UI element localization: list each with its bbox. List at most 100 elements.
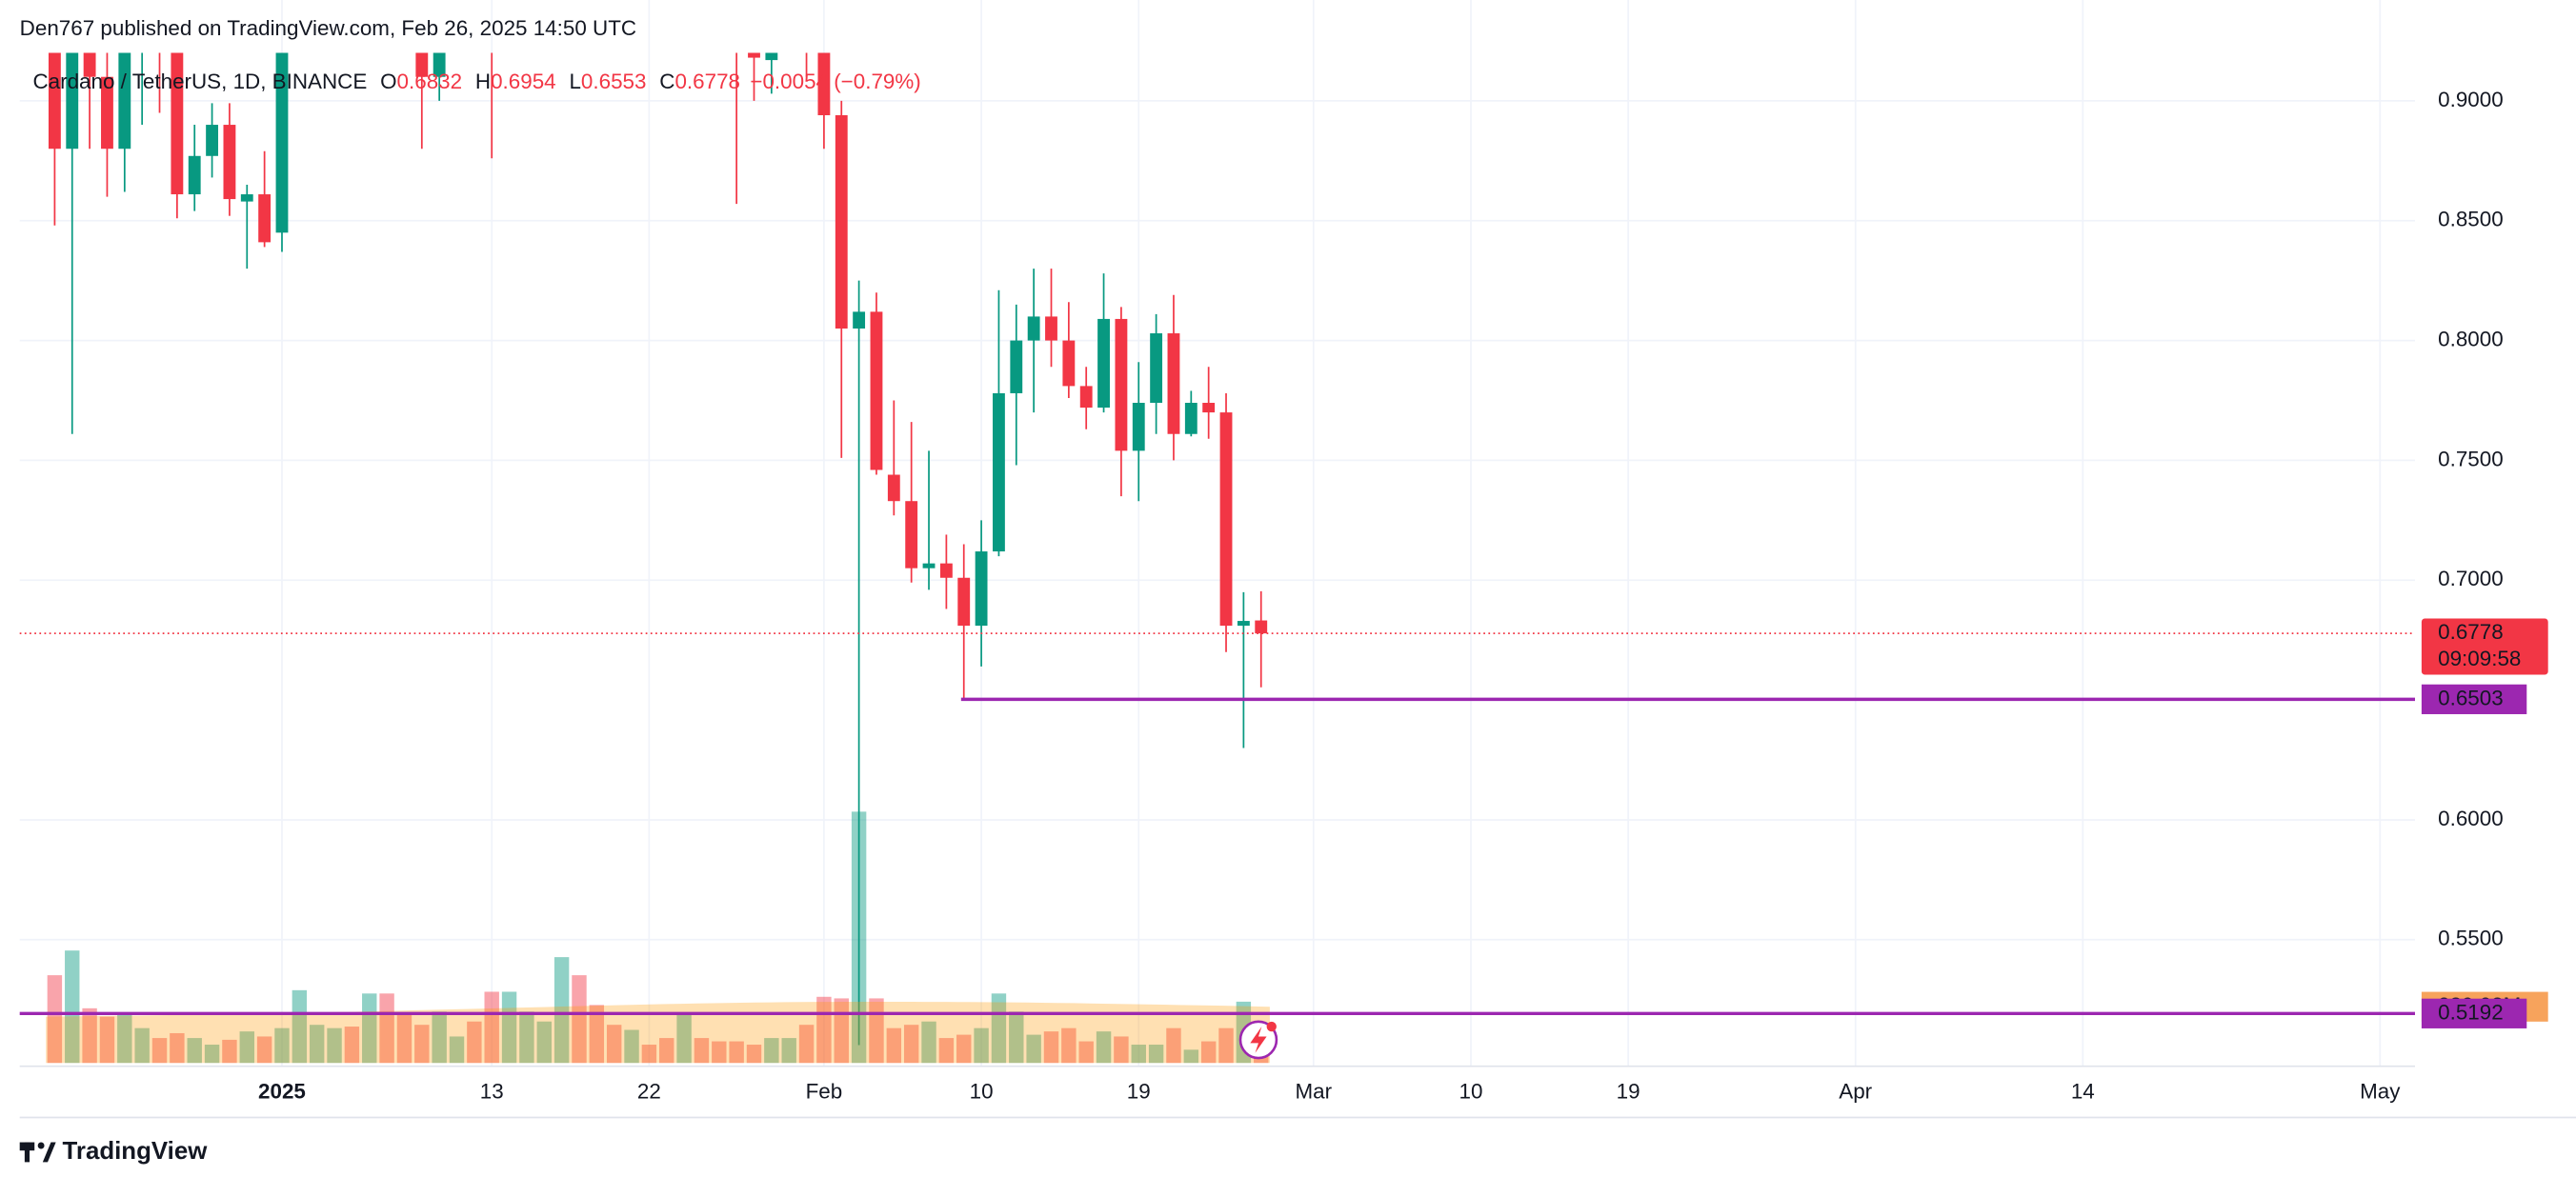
volume-bar bbox=[47, 975, 63, 1064]
volume-bar bbox=[676, 1013, 692, 1064]
volume-bar bbox=[589, 1005, 605, 1064]
candle-body bbox=[817, 52, 831, 115]
volume-bar bbox=[99, 1016, 115, 1064]
candle-body bbox=[240, 194, 253, 202]
y-tick-label: 0.7500 bbox=[2438, 447, 2504, 470]
volume-bar bbox=[414, 1025, 430, 1064]
volume bbox=[46, 811, 1270, 1064]
volume-bar bbox=[624, 1029, 639, 1064]
current-price-label: 0.6778 bbox=[2438, 620, 2504, 644]
o-letter: O bbox=[380, 70, 396, 93]
volume-bar bbox=[712, 1041, 727, 1064]
x-tick-label: 13 bbox=[480, 1079, 504, 1103]
symbol: Cardano / TetherUS, 1D, BINANCE bbox=[32, 70, 367, 93]
c-letter: C bbox=[659, 70, 674, 93]
volume-bar bbox=[1114, 1036, 1129, 1064]
x-tick-label: Feb bbox=[806, 1079, 843, 1103]
volume-bar bbox=[746, 1045, 762, 1064]
y-tick-label: 0.8500 bbox=[2438, 208, 2504, 231]
candle-body bbox=[957, 577, 971, 627]
candle-body bbox=[83, 52, 96, 77]
volume-bar bbox=[519, 1011, 534, 1064]
candle-body bbox=[118, 52, 131, 150]
volume-bar bbox=[764, 1038, 779, 1064]
candle-body bbox=[1097, 318, 1110, 409]
volume-bar bbox=[991, 993, 1007, 1064]
low-value: 0.6553 bbox=[581, 70, 647, 93]
volume-bar bbox=[484, 991, 499, 1064]
volume-bar bbox=[1148, 1045, 1164, 1064]
volume-bar bbox=[781, 1038, 796, 1064]
volume-bar bbox=[641, 1045, 657, 1064]
hline-label: 0.6503 bbox=[2438, 686, 2504, 709]
x-tick-label: 2025 bbox=[258, 1079, 306, 1103]
candle-body bbox=[1184, 403, 1197, 434]
candle-body bbox=[993, 392, 1005, 552]
candle-body bbox=[48, 52, 61, 150]
volume-bar bbox=[553, 957, 570, 1064]
volume-bar bbox=[1131, 1045, 1146, 1064]
candle-body bbox=[1167, 333, 1180, 434]
candle-body bbox=[975, 551, 988, 627]
volume-bar bbox=[956, 1034, 972, 1064]
volume-bar bbox=[1166, 1027, 1181, 1064]
current-price-label-bg bbox=[2421, 618, 2548, 675]
volume-bar bbox=[239, 1031, 254, 1064]
volume-bar bbox=[903, 1025, 919, 1064]
candle-body bbox=[1010, 340, 1023, 393]
candle-body bbox=[1150, 333, 1163, 404]
logo: TradingView bbox=[19, 1138, 209, 1165]
candle-body bbox=[1115, 318, 1128, 451]
volume-bar bbox=[501, 991, 517, 1064]
candle-body bbox=[1045, 316, 1057, 341]
open-value: 0.6832 bbox=[397, 70, 463, 93]
volume-bar bbox=[921, 1021, 936, 1064]
volume-bar bbox=[292, 989, 308, 1064]
hline-label-bg bbox=[2421, 998, 2527, 1028]
candle-body bbox=[765, 52, 778, 61]
volume-bar bbox=[82, 1007, 97, 1064]
candle-body bbox=[101, 76, 113, 150]
candle-body bbox=[1079, 386, 1093, 409]
candle-body bbox=[853, 311, 866, 329]
candle-body bbox=[1062, 340, 1076, 387]
close-value: 0.6778 bbox=[674, 70, 740, 93]
y-tick-label: 0.9000 bbox=[2438, 88, 2504, 111]
candle-body bbox=[275, 52, 289, 233]
volume-bar bbox=[274, 1027, 290, 1064]
volume-bar bbox=[572, 975, 587, 1064]
volume-bar bbox=[187, 1038, 202, 1064]
volume-bar bbox=[379, 993, 394, 1064]
volume-bar bbox=[659, 1038, 674, 1064]
volume-bar bbox=[606, 1025, 622, 1064]
volume-bar bbox=[1043, 1031, 1059, 1064]
volume-bar bbox=[117, 1013, 132, 1064]
volume-bar bbox=[1009, 1011, 1024, 1064]
candle-body bbox=[66, 52, 79, 150]
volume-bar bbox=[134, 1027, 150, 1064]
logo-text: TradingView bbox=[63, 1138, 209, 1165]
volume-bar bbox=[729, 1041, 744, 1064]
volume-bar bbox=[467, 1021, 482, 1064]
hline-label-bg bbox=[2421, 684, 2527, 714]
volume-bar bbox=[151, 1038, 168, 1064]
volume-bar bbox=[65, 950, 80, 1064]
volume-ma-area bbox=[46, 1001, 1270, 1064]
volume-bar bbox=[938, 1038, 955, 1064]
volume-bar bbox=[327, 1027, 342, 1064]
legend: Cardano / TetherUS, 1D, BINANCE O0.6832 H0… bbox=[32, 70, 920, 93]
volume-bar bbox=[362, 993, 377, 1064]
volume-bar bbox=[309, 1025, 325, 1064]
volume-bar bbox=[1200, 1041, 1217, 1064]
logo-mark bbox=[24, 1142, 30, 1163]
hline-label: 0.5192 bbox=[2438, 1000, 2504, 1024]
volume-bar bbox=[536, 1021, 552, 1064]
volume-bar bbox=[432, 1011, 447, 1064]
volume-bar bbox=[1096, 1031, 1112, 1064]
candle-body bbox=[1255, 620, 1268, 634]
volume-bar bbox=[1026, 1034, 1041, 1064]
candle-body bbox=[887, 474, 900, 502]
